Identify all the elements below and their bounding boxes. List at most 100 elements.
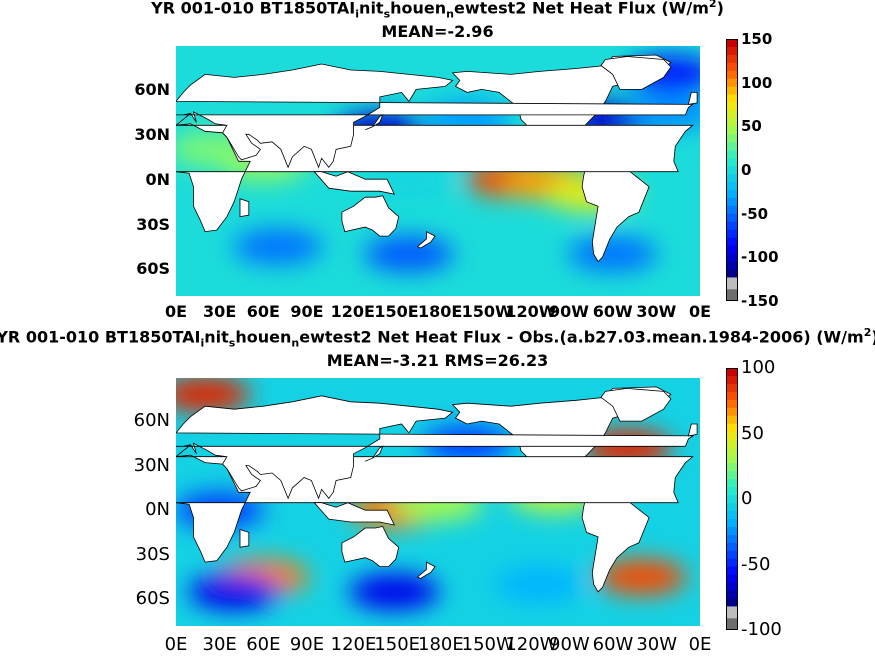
lon-tick-label: 150W — [461, 634, 514, 655]
lon-tick-label: 0E — [164, 302, 188, 321]
colorbar-tick-label: -100 — [741, 619, 782, 641]
colorbar-segment — [726, 70, 738, 80]
landmass-7 — [416, 561, 436, 579]
colorbar-segment — [726, 213, 738, 223]
colorbar-segment — [726, 439, 738, 448]
landmass-4 — [341, 195, 400, 237]
colorbar-segment — [726, 150, 738, 159]
flux-region-11 — [363, 236, 454, 273]
lon-tick-label: 120W — [505, 302, 557, 321]
colorbar-segment — [726, 574, 738, 584]
colorbar-segment — [726, 558, 738, 568]
chart-2-title: YR 001-010 BT1850TAIinitshouennewtest2 N… — [0, 326, 875, 350]
colorbar-segment — [726, 383, 738, 393]
lon-tick-label: 60W — [592, 634, 634, 655]
colorbar-segment — [726, 606, 738, 619]
colorbar-segment — [726, 503, 738, 512]
colorbar-tick-label: 100 — [741, 357, 776, 379]
flux-region-7 — [189, 573, 280, 610]
colorbar-segment — [726, 197, 738, 207]
colorbar-segment — [726, 598, 738, 607]
colorbar-segment — [726, 518, 738, 528]
colorbar-tick-label: 0 — [741, 488, 753, 510]
lon-tick-label: 90E — [289, 634, 325, 655]
lon-tick-label: 90E — [290, 302, 324, 321]
lon-tick-label: 0E — [688, 634, 712, 655]
lat-tick-label: 30S — [135, 543, 170, 565]
lon-tick-label: 180E — [418, 302, 463, 321]
landmass-1 — [581, 160, 650, 263]
lon-tick-label: 120W — [505, 634, 558, 655]
colorbar-segment — [726, 423, 738, 433]
landmass-6 — [313, 502, 396, 526]
colorbar-segment — [726, 447, 738, 456]
colorbar-segment — [726, 368, 738, 377]
colorbar-segment — [726, 166, 738, 175]
colorbar-segment — [726, 39, 738, 48]
landmass-1 — [581, 491, 650, 593]
colorbar-segment — [726, 189, 738, 199]
colorbar-segment — [726, 487, 738, 496]
chart-2-map — [176, 378, 700, 626]
colorbar-segment — [726, 471, 738, 480]
landmass-3 — [176, 63, 694, 169]
colorbar-tick-label: 100 — [741, 73, 773, 92]
colorbar-segment — [726, 221, 738, 231]
lon-tick-label: 60E — [246, 302, 280, 321]
chart-1-title: YR 001-010 BT1850TAIinitshouennewtest2 N… — [151, 0, 724, 21]
colorbar-tick-label: -150 — [741, 292, 779, 310]
colorbar-segment — [726, 277, 738, 290]
colorbar-segment — [726, 391, 738, 401]
lat-tick-label: 0N — [145, 169, 170, 189]
colorbar-segment — [726, 289, 738, 301]
landmass-10 — [687, 92, 698, 105]
colorbar-segment — [726, 407, 738, 417]
colorbar-segment — [726, 269, 738, 278]
colorbar-strip — [726, 368, 738, 630]
colorbar-segment — [726, 229, 738, 239]
lon-tick-label: 0E — [688, 302, 712, 321]
landmass-5 — [600, 387, 672, 422]
colorbar-segment — [726, 62, 738, 72]
chart-2-subtitle: MEAN=-3.21 RMS=26.23 — [326, 351, 549, 370]
colorbar-segment — [726, 495, 738, 504]
colorbar-segment — [726, 46, 738, 56]
colorbar-segment — [726, 253, 738, 263]
flux-region-5 — [596, 558, 687, 595]
lon-tick-label: 120E — [330, 634, 377, 655]
colorbar-segment — [726, 54, 738, 64]
colorbar-segment — [726, 261, 738, 270]
lon-tick-label: 150E — [374, 634, 421, 655]
colorbar-segment — [726, 455, 738, 464]
lon-tick-label: 90W — [549, 302, 589, 321]
colorbar-segment — [726, 375, 738, 385]
landmass-9 — [239, 198, 250, 218]
colorbar-segment — [726, 550, 738, 560]
lat-tick-label: 60S — [136, 259, 170, 279]
colorbar-segment — [726, 582, 738, 592]
lon-tick-label: 0E — [164, 634, 188, 655]
lon-tick-label: 90W — [549, 634, 590, 655]
lat-tick-label: 30N — [133, 454, 170, 476]
colorbar-segment — [726, 118, 738, 127]
colorbar-segment — [726, 86, 738, 96]
chart-1-subtitle: MEAN=-2.96 — [381, 22, 494, 41]
colorbar-tick-label: -50 — [741, 553, 771, 575]
lat-tick-label: 0N — [145, 499, 170, 521]
colorbar-segment — [726, 463, 738, 472]
colorbar-segment — [726, 542, 738, 552]
flux-region-10 — [232, 228, 323, 265]
colorbar-strip — [726, 39, 738, 301]
landmass-4 — [341, 526, 400, 568]
colorbar-segment — [726, 415, 738, 425]
colorbar-segment — [726, 134, 738, 143]
lat-tick-label: 60S — [135, 588, 170, 610]
colorbar-segment — [726, 590, 738, 599]
flux-region-0 — [176, 378, 251, 413]
landmass-3 — [176, 395, 694, 500]
colorbar-segment — [726, 94, 738, 104]
colorbar-segment — [726, 618, 738, 630]
landmass-8 — [365, 114, 384, 131]
lon-tick-label: 150E — [374, 302, 419, 321]
colorbar-segment — [726, 126, 738, 135]
